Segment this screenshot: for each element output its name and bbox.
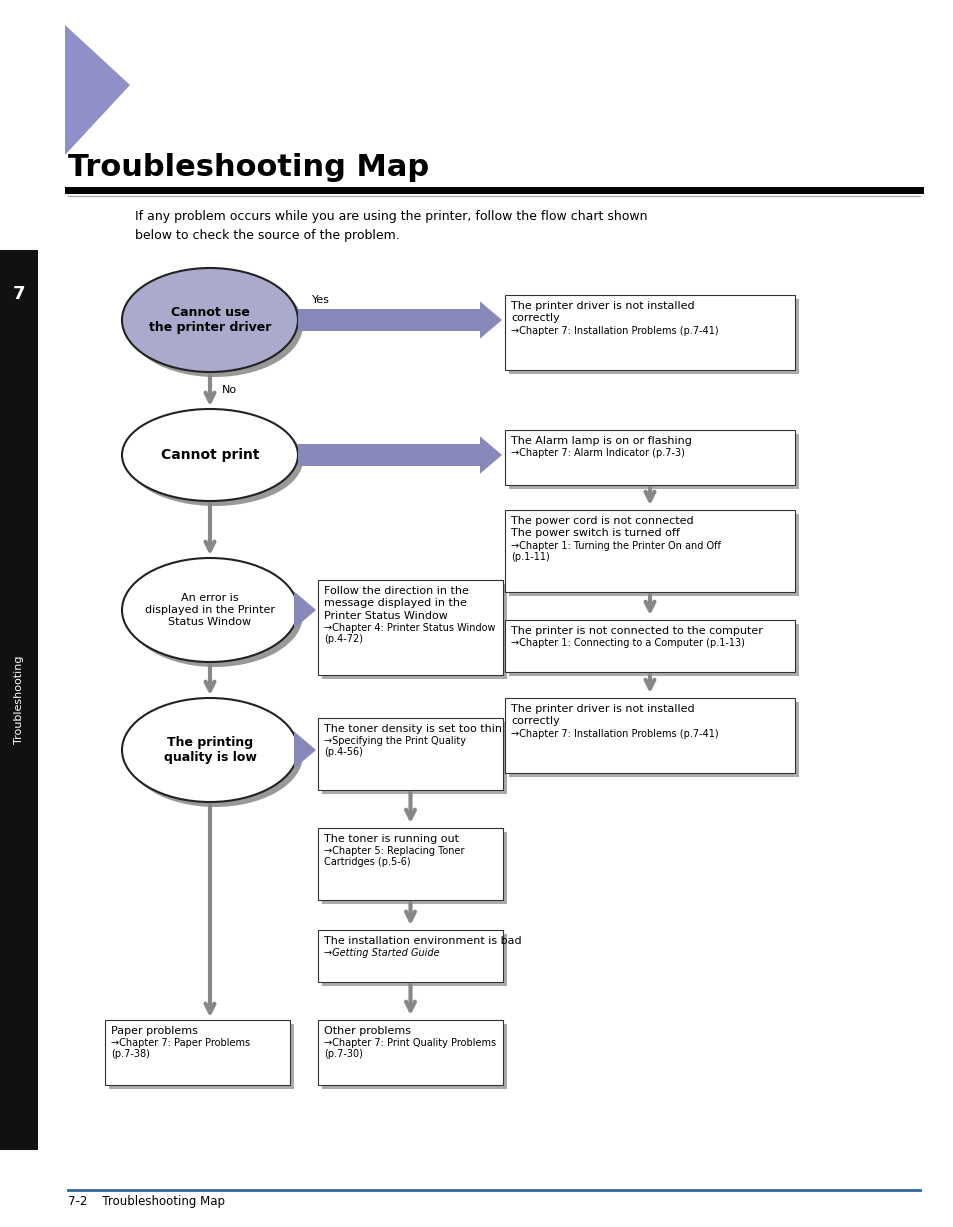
- Text: →Chapter 7: Installation Problems (p.7-41): →Chapter 7: Installation Problems (p.7-4…: [511, 326, 718, 336]
- Bar: [504, 698, 794, 773]
- Text: →Chapter 4: Printer Status Window: →Chapter 4: Printer Status Window: [324, 623, 495, 633]
- Bar: [317, 580, 502, 675]
- Text: Cannot use
the printer driver: Cannot use the printer driver: [149, 306, 271, 334]
- Ellipse shape: [122, 267, 297, 372]
- Polygon shape: [294, 731, 315, 768]
- Text: correctly: correctly: [511, 717, 559, 726]
- Bar: [322, 584, 506, 679]
- Bar: [322, 934, 506, 987]
- Ellipse shape: [122, 558, 297, 663]
- Text: The installation environment is bad: The installation environment is bad: [324, 936, 521, 946]
- Bar: [317, 718, 502, 790]
- Ellipse shape: [127, 413, 303, 506]
- Bar: [504, 510, 794, 591]
- Text: Yes: Yes: [312, 294, 330, 306]
- Text: The power switch is turned off: The power switch is turned off: [511, 529, 679, 539]
- Text: The printer is not connected to the computer: The printer is not connected to the comp…: [511, 626, 762, 636]
- Bar: [509, 702, 799, 777]
- Polygon shape: [294, 591, 315, 628]
- Text: →Getting Started Guide: →Getting Started Guide: [324, 948, 439, 958]
- Bar: [105, 1020, 290, 1085]
- Text: Follow the direction in the: Follow the direction in the: [324, 587, 468, 596]
- Bar: [109, 1025, 294, 1090]
- Text: (p.7-38): (p.7-38): [111, 1049, 150, 1059]
- Text: message displayed in the: message displayed in the: [324, 599, 466, 609]
- Text: 7: 7: [12, 285, 25, 303]
- Text: (p.1-11): (p.1-11): [511, 552, 549, 562]
- Ellipse shape: [122, 409, 297, 501]
- Ellipse shape: [127, 272, 303, 377]
- Text: →Chapter 1: Turning the Printer On and Off: →Chapter 1: Turning the Printer On and O…: [511, 541, 720, 551]
- Text: →Chapter 7: Paper Problems: →Chapter 7: Paper Problems: [111, 1038, 250, 1048]
- Text: An error is
displayed in the Printer
Status Window: An error is displayed in the Printer Sta…: [145, 594, 274, 627]
- Text: The power cord is not connected: The power cord is not connected: [511, 517, 693, 526]
- Bar: [317, 1020, 502, 1085]
- Bar: [504, 294, 794, 371]
- Bar: [509, 514, 799, 596]
- Bar: [294, 599, 297, 621]
- Text: Cannot print: Cannot print: [161, 448, 259, 463]
- Text: →Chapter 1: Connecting to a Computer (p.1-13): →Chapter 1: Connecting to a Computer (p.…: [511, 638, 744, 648]
- Text: →Chapter 7: Print Quality Problems: →Chapter 7: Print Quality Problems: [324, 1038, 496, 1048]
- Text: If any problem occurs while you are using the printer, follow the flow chart sho: If any problem occurs while you are usin…: [135, 210, 647, 242]
- Text: The printer driver is not installed: The printer driver is not installed: [511, 704, 694, 714]
- Bar: [297, 444, 479, 466]
- Bar: [317, 930, 502, 982]
- Text: →Chapter 7: Alarm Indicator (p.7-3): →Chapter 7: Alarm Indicator (p.7-3): [511, 448, 684, 459]
- Polygon shape: [479, 437, 501, 474]
- Bar: [504, 429, 794, 485]
- Text: The printer driver is not installed: The printer driver is not installed: [511, 301, 694, 310]
- Text: →Chapter 7: Installation Problems (p.7-41): →Chapter 7: Installation Problems (p.7-4…: [511, 729, 718, 739]
- Polygon shape: [65, 25, 130, 155]
- Bar: [322, 832, 506, 904]
- Text: Paper problems: Paper problems: [111, 1026, 197, 1036]
- Bar: [317, 828, 502, 899]
- Bar: [509, 434, 799, 490]
- Bar: [322, 1025, 506, 1090]
- Text: (p.7-30): (p.7-30): [324, 1049, 362, 1059]
- Bar: [509, 625, 799, 676]
- Text: correctly: correctly: [511, 313, 559, 324]
- Text: The printing
quality is low: The printing quality is low: [163, 736, 256, 764]
- Bar: [0, 250, 38, 1150]
- Ellipse shape: [127, 703, 303, 807]
- Bar: [294, 739, 297, 761]
- Ellipse shape: [127, 563, 303, 667]
- Text: (p.4-72): (p.4-72): [324, 634, 363, 644]
- Text: The toner is running out: The toner is running out: [324, 834, 458, 844]
- Ellipse shape: [122, 698, 297, 802]
- Text: (p.4-56): (p.4-56): [324, 747, 362, 757]
- Bar: [322, 721, 506, 794]
- Bar: [504, 620, 794, 672]
- Text: Printer Status Window: Printer Status Window: [324, 611, 447, 621]
- Text: No: No: [222, 385, 237, 395]
- Text: →Specifying the Print Quality: →Specifying the Print Quality: [324, 736, 465, 746]
- Text: The toner density is set too thin: The toner density is set too thin: [324, 724, 501, 734]
- Text: Cartridges (p.5-6): Cartridges (p.5-6): [324, 858, 410, 867]
- Text: Troubleshooting: Troubleshooting: [14, 655, 24, 745]
- Text: Other problems: Other problems: [324, 1026, 411, 1036]
- Text: Troubleshooting Map: Troubleshooting Map: [68, 153, 429, 182]
- Polygon shape: [479, 302, 501, 339]
- Text: The Alarm lamp is on or flashing: The Alarm lamp is on or flashing: [511, 436, 691, 445]
- Text: 7-2    Troubleshooting Map: 7-2 Troubleshooting Map: [68, 1195, 225, 1209]
- Bar: [509, 299, 799, 374]
- Bar: [297, 309, 479, 331]
- Text: →Chapter 5: Replacing Toner: →Chapter 5: Replacing Toner: [324, 847, 464, 856]
